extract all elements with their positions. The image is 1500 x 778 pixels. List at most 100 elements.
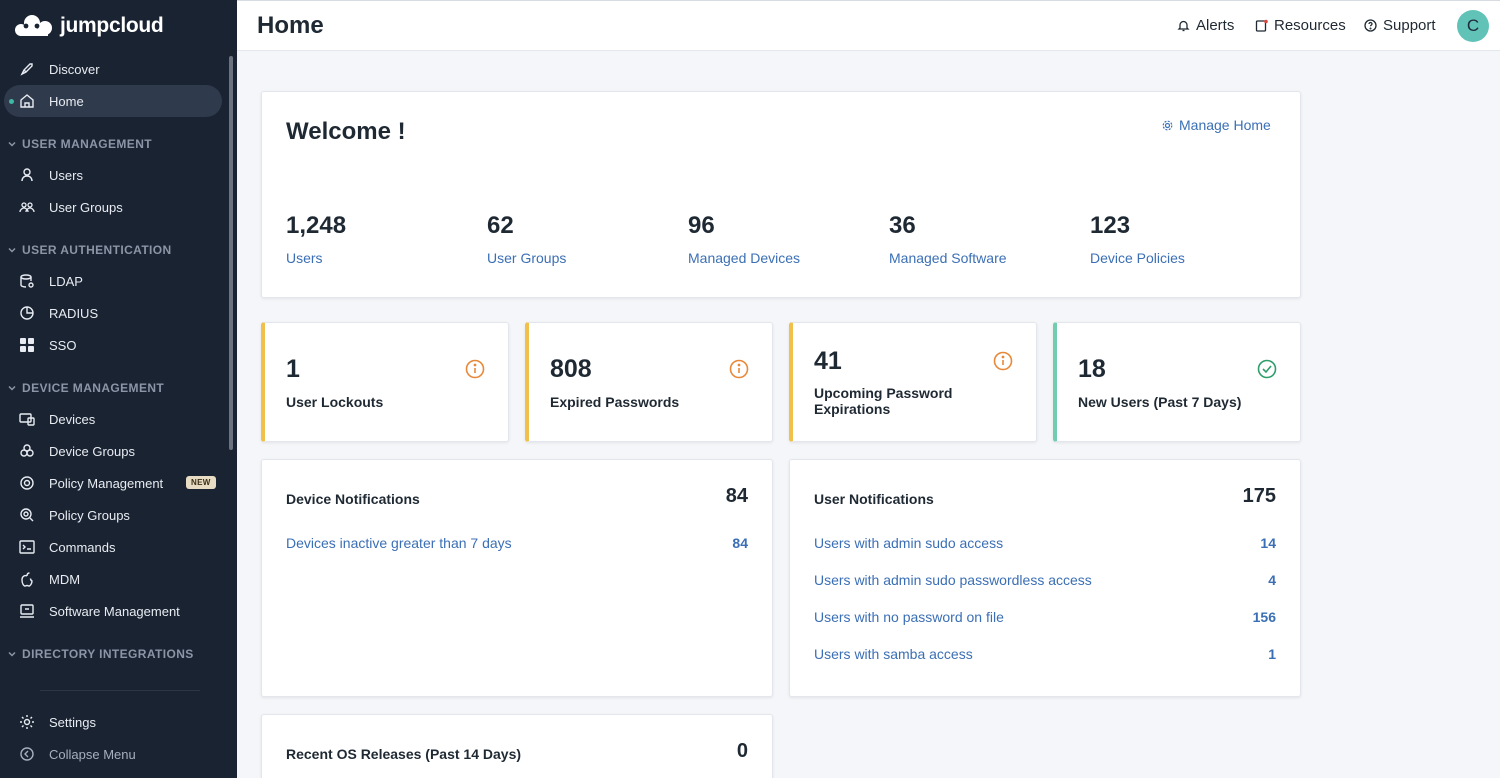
alerts-label: Alerts [1196, 17, 1235, 34]
sidebar-item-sso[interactable]: SSO [4, 329, 222, 361]
metric-value: 1 [286, 355, 300, 383]
stat-value: 96 [688, 212, 715, 239]
notification-label: Users with no password on file [814, 609, 1004, 625]
manage-home-link[interactable]: Manage Home [1162, 117, 1271, 133]
notification-row[interactable]: Users with samba access 1 [814, 646, 1276, 666]
sidebar-item-label: Users [49, 167, 83, 183]
stat-link[interactable]: Managed Software [889, 250, 1007, 266]
section-user-authentication[interactable]: USER AUTHENTICATION [8, 243, 172, 257]
stat-user-groups[interactable]: 62 User Groups [487, 212, 566, 266]
metric-expired-passwords[interactable]: 808 Expired Passwords [525, 322, 773, 442]
metric-upcoming-password-expirations[interactable]: 41 Upcoming Password Expirations [789, 322, 1037, 442]
collapse-menu-button[interactable]: Collapse Menu [4, 738, 222, 770]
card-title: Recent OS Releases (Past 14 Days) [286, 746, 522, 762]
notification-label: Devices inactive greater than 7 days [286, 535, 512, 551]
notification-label: Users with samba access [814, 646, 973, 662]
section-title: DIRECTORY INTEGRATIONS [22, 647, 194, 661]
alerts-link[interactable]: Alerts [1177, 17, 1234, 34]
info-warning-icon [729, 359, 749, 379]
sidebar-item-label: User Groups [49, 199, 123, 215]
notification-count: 1 [1268, 646, 1276, 662]
stat-value: 62 [487, 212, 514, 239]
stat-link[interactable]: Managed Devices [688, 250, 801, 266]
brand-logo[interactable]: jumpcloud [12, 14, 164, 38]
avatar[interactable]: C [1457, 10, 1489, 42]
sidebar-item-device-groups[interactable]: Device Groups [4, 435, 222, 467]
support-label: Support [1383, 17, 1436, 34]
notification-label: Users with admin sudo passwordless acces… [814, 572, 1092, 588]
sidebar-scrollbar[interactable] [229, 56, 233, 450]
sidebar-item-commands[interactable]: Commands [4, 531, 222, 563]
notification-row[interactable]: Users with no password on file 156 [814, 609, 1276, 629]
section-title: USER AUTHENTICATION [22, 243, 172, 257]
metric-new-users[interactable]: 18 New Users (Past 7 Days) [1053, 322, 1301, 442]
top-bar: Home Alerts Resources Support C [237, 0, 1500, 51]
software-icon [20, 604, 34, 618]
resources-link[interactable]: Resources [1255, 17, 1346, 34]
apps-grid-icon [20, 338, 34, 352]
support-link[interactable]: Support [1364, 17, 1436, 34]
devices-icon [19, 413, 35, 426]
brand-name: jumpcloud [60, 14, 164, 37]
sidebar-item-policy-management[interactable]: Policy Management NEW [4, 467, 222, 499]
stat-users[interactable]: 1,248 Users [286, 212, 346, 266]
os-releases-card: Recent OS Releases (Past 14 Days) 0 [261, 714, 773, 778]
section-device-management[interactable]: DEVICE MANAGEMENT [8, 381, 164, 395]
stat-device-policies[interactable]: 123 Device Policies [1090, 212, 1185, 266]
sidebar-item-discover[interactable]: Discover [4, 53, 222, 85]
notification-row[interactable]: Devices inactive greater than 7 days 84 [286, 535, 748, 555]
stat-link[interactable]: Device Policies [1090, 250, 1185, 266]
sidebar-item-radius[interactable]: RADIUS [4, 297, 222, 329]
notification-row[interactable]: Users with admin sudo access 14 [814, 535, 1276, 555]
stat-link[interactable]: User Groups [487, 250, 567, 266]
metric-label: Upcoming Password Expirations [814, 385, 953, 417]
section-user-management[interactable]: USER MANAGEMENT [8, 137, 152, 151]
sidebar-item-mdm[interactable]: MDM [4, 563, 222, 595]
user-notifications-card: User Notifications 175 Users with admin … [789, 459, 1301, 697]
section-title: USER MANAGEMENT [22, 137, 153, 151]
notification-row[interactable]: Users with admin sudo passwordless acces… [814, 572, 1276, 592]
database-icon [20, 274, 34, 288]
home-icon [20, 94, 34, 108]
user-group-icon [19, 202, 35, 213]
chevron-down-icon [8, 385, 16, 391]
metric-label: User Lockouts [286, 394, 384, 410]
metric-value: 41 [814, 347, 842, 375]
check-circle-icon [1257, 359, 1277, 379]
terminal-icon [19, 540, 35, 554]
card-total: 175 [1242, 485, 1276, 507]
card-title: User Notifications [814, 491, 934, 507]
sidebar-item-home[interactable]: Home [4, 85, 222, 117]
sidebar: jumpcloud Discover Home USER MANAGEMENT … [0, 0, 237, 778]
metric-label: Expired Passwords [550, 394, 680, 410]
notification-count: 84 [732, 535, 748, 551]
sidebar-item-label: Software Management [49, 603, 180, 619]
sidebar-item-label: Device Groups [49, 443, 135, 459]
sidebar-item-software-management[interactable]: Software Management [4, 595, 222, 627]
section-directory-integrations[interactable]: DIRECTORY INTEGRATIONS [8, 647, 194, 661]
sidebar-item-ldap[interactable]: LDAP [4, 265, 222, 297]
active-indicator [9, 99, 14, 104]
welcome-title: Welcome ! [286, 118, 406, 145]
apple-icon [21, 572, 33, 587]
stat-link[interactable]: Users [286, 250, 323, 266]
metric-user-lockouts[interactable]: 1 User Lockouts [261, 322, 509, 442]
chevron-down-icon [8, 247, 16, 253]
welcome-card: Welcome ! Manage Home 1,248 Users 62 Use… [261, 91, 1301, 298]
card-total: 0 [736, 740, 748, 762]
rocket-icon [20, 63, 33, 76]
sidebar-item-policy-groups[interactable]: Policy Groups [4, 499, 222, 531]
sidebar-item-user-groups[interactable]: User Groups [4, 191, 222, 223]
info-warning-icon [465, 359, 485, 379]
card-total: 84 [725, 485, 748, 507]
stat-managed-software[interactable]: 36 Managed Software [889, 212, 1007, 266]
collapse-arrow-icon [20, 747, 34, 761]
sidebar-item-settings[interactable]: Settings [4, 706, 222, 738]
sidebar-item-users[interactable]: Users [4, 159, 222, 191]
sidebar-item-label: Collapse Menu [49, 746, 136, 762]
sidebar-item-label: RADIUS [49, 305, 99, 321]
stat-value: 1,248 [286, 212, 347, 239]
stat-value: 36 [889, 212, 916, 239]
sidebar-item-devices[interactable]: Devices [4, 403, 222, 435]
stat-managed-devices[interactable]: 96 Managed Devices [688, 212, 800, 266]
